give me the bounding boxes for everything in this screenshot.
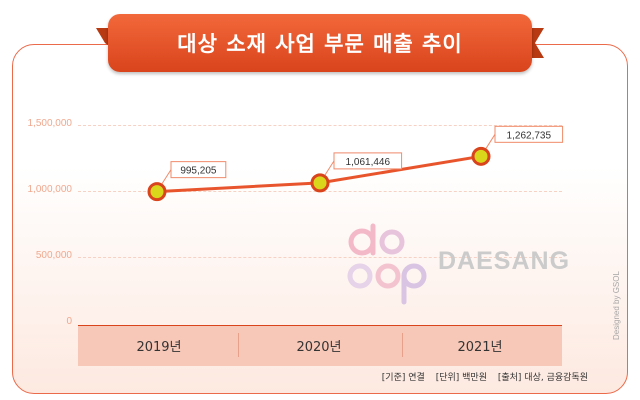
y-tick-label-1000000: 1,000,000 (27, 184, 73, 195)
daesang-watermark-word: DAESANG (438, 247, 571, 275)
title-banner: 대상 소재 사업 부문 매출 추이 (108, 14, 532, 72)
data-label: 1,262,735 (507, 130, 552, 141)
category-separator (238, 333, 239, 357)
data-label-box (494, 125, 564, 143)
source-note: [기준] 연결 [단위] 백만원 [출처] 대상, 금융감독원 (374, 370, 588, 383)
data-point (471, 146, 491, 166)
data-label: 1,061,446 (346, 157, 391, 168)
basis-note: [기준] 연결 (381, 373, 425, 383)
data-point (147, 182, 167, 202)
data-point (310, 173, 330, 193)
grid-line-1500000 (78, 125, 562, 126)
source-citation: [출처] 대상, 금융감독원 (497, 373, 588, 383)
category-bar (78, 325, 562, 366)
grid-line-500000 (78, 257, 562, 258)
x-tick-label-2021: 2021년 (457, 340, 503, 355)
x-tick-label-2020: 2020년 (296, 340, 342, 355)
data-label: 995,205 (180, 166, 217, 177)
y-tick-label-1500000: 1,500,000 (27, 118, 73, 129)
category-separator (402, 333, 403, 357)
data-label-box (170, 161, 227, 179)
unit-note: [단위] 백만원 (435, 373, 487, 383)
data-label-box (333, 152, 403, 170)
daesang-logo-watermark (340, 222, 436, 310)
y-tick-label-0: 0 (66, 316, 72, 327)
designer-credit: Designed by GSOL (612, 271, 621, 340)
chart-title: 대상 소재 사업 부문 매출 추이 (177, 32, 463, 56)
y-tick-label-500000: 500,000 (35, 250, 72, 261)
x-tick-label-2019: 2019년 (136, 340, 182, 355)
